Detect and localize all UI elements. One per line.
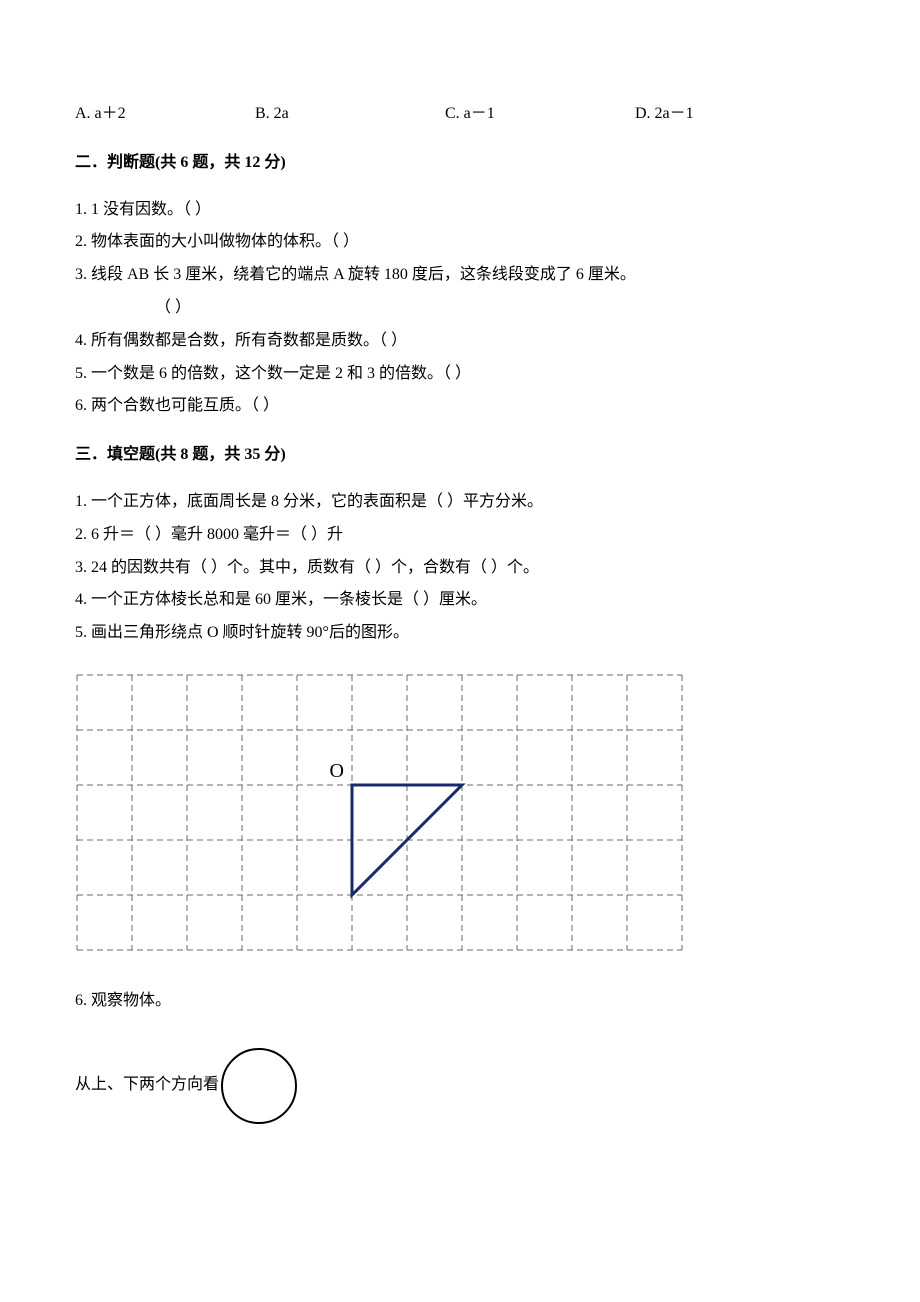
option-c: C. a－1 [445, 100, 635, 129]
s2-q5: 5. 一个数是 6 的倍数，这个数一定是 2 和 3 的倍数。（ ） [75, 360, 845, 389]
option-a: A. a＋2 [75, 100, 255, 129]
circle-figure [219, 1046, 299, 1126]
s2-q6: 6. 两个合数也可能互质。（ ） [75, 392, 845, 421]
grid-figure-container: O [75, 673, 845, 952]
mc-options-row: A. a＋2 B. 2a C. a－1 D. 2a－1 [75, 100, 845, 129]
s2-q3-line2: （ ） [75, 294, 845, 323]
s3-q5: 5. 画出三角形绕点 O 顺时针旋转 90°后的图形。 [75, 619, 845, 648]
svg-text:O: O [330, 760, 344, 782]
section-3-title: 三．填空题(共 8 题，共 35 分) [75, 441, 845, 470]
s2-q1: 1. 1 没有因数。（ ） [75, 196, 845, 225]
s2-q2: 2. 物体表面的大小叫做物体的体积。（ ） [75, 228, 845, 257]
s3-q6-label: 6. 观察物体。 [75, 987, 845, 1016]
s3-q6-row: 从上、下两个方向看 [75, 1046, 845, 1126]
section-2-title: 二．判断题(共 6 题，共 12 分) [75, 149, 845, 178]
s3-q1: 1. 一个正方体，底面周长是 8 分米，它的表面积是（ ）平方分米。 [75, 488, 845, 517]
s3-q6-text: 从上、下两个方向看 [75, 1071, 219, 1100]
s2-q3-line1: 3. 线段 AB 长 3 厘米，绕着它的端点 A 旋转 180 度后，这条线段变… [75, 261, 845, 290]
option-b: B. 2a [255, 100, 445, 129]
s3-q4: 4. 一个正方体棱长总和是 60 厘米，一条棱长是（ ）厘米。 [75, 586, 845, 615]
grid-rotation-figure: O [75, 673, 684, 952]
s2-q4: 4. 所有偶数都是合数，所有奇数都是质数。（ ） [75, 327, 845, 356]
s3-q3: 3. 24 的因数共有（ ）个。其中，质数有（ ）个，合数有（ ）个。 [75, 554, 845, 583]
s3-q2: 2. 6 升＝（ ）毫升 8000 毫升＝（ ）升 [75, 521, 845, 550]
option-d: D. 2a－1 [635, 100, 785, 129]
